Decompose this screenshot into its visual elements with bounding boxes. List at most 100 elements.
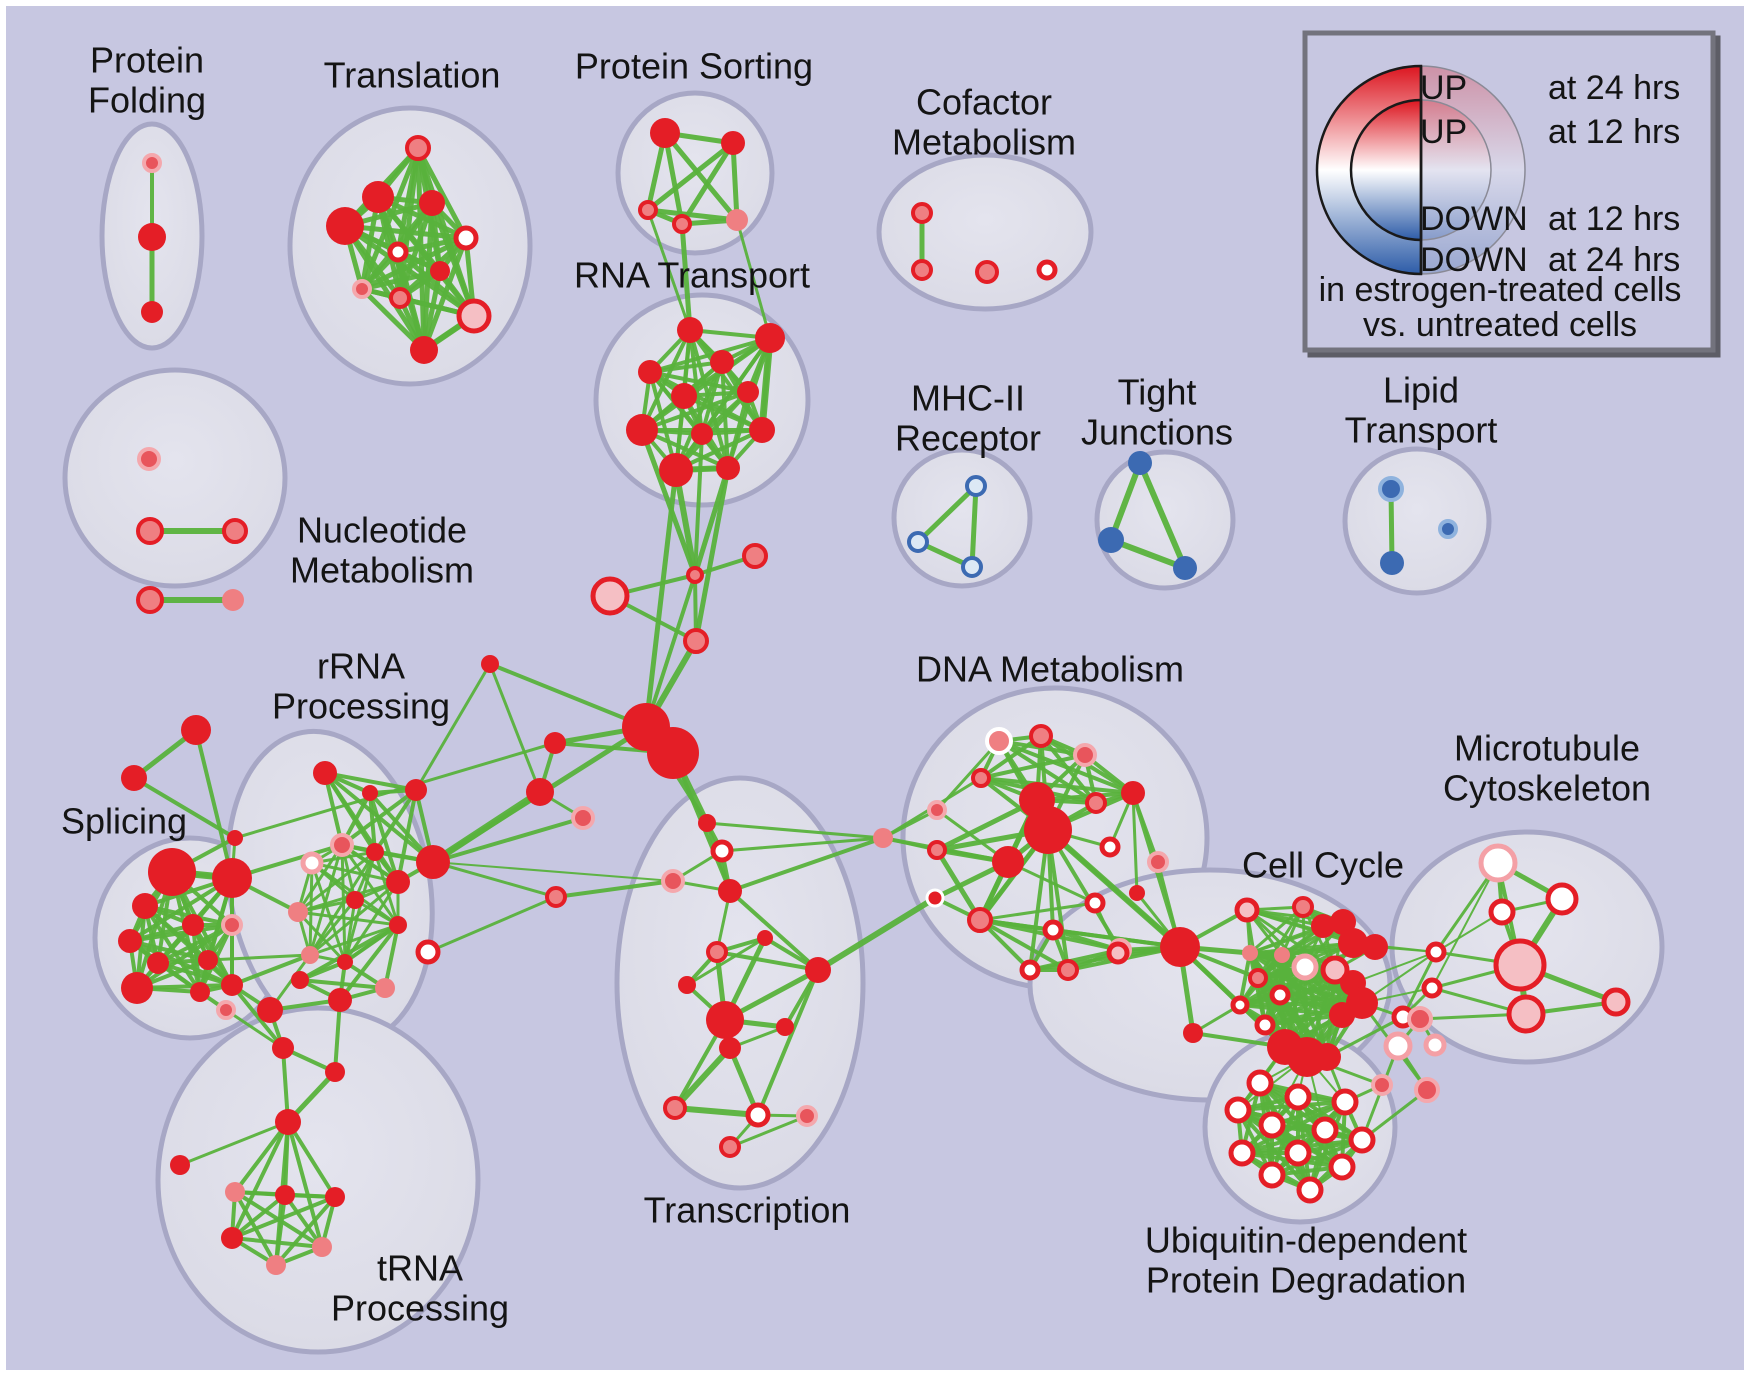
edge xyxy=(934,797,1040,853)
node-ps1 xyxy=(721,131,745,155)
node-mt4 xyxy=(1493,938,1547,992)
node-tr8 xyxy=(389,287,411,309)
node-rr10 xyxy=(389,916,407,934)
node-rr12 xyxy=(301,946,319,964)
cluster-label-nucleotide-metabolism: Metabolism xyxy=(290,550,474,591)
edge xyxy=(156,961,234,987)
edge xyxy=(340,843,400,927)
cluster-label-transcription: Transcription xyxy=(644,1190,851,1231)
node-tx10 xyxy=(719,1037,741,1059)
node-mt2 xyxy=(1488,898,1516,926)
node-ub0 xyxy=(1246,1069,1274,1097)
node-tn5 xyxy=(225,1182,245,1202)
node-cc17 xyxy=(1329,1002,1355,1028)
node-cc11 xyxy=(1248,968,1268,988)
node-rr0 xyxy=(313,761,337,785)
edge xyxy=(1325,1015,1405,1059)
legend-gradient-circle xyxy=(1349,98,1423,242)
node-lp0 xyxy=(1378,476,1404,502)
node-dm1 xyxy=(1029,724,1053,748)
node-tn6 xyxy=(275,1185,295,1205)
edge xyxy=(308,843,344,957)
cluster-label-mhc-ii-receptor: Receptor xyxy=(895,418,1041,459)
cluster-label-protein-sorting: Protein Sorting xyxy=(575,46,813,87)
edge xyxy=(1401,950,1438,1019)
edge xyxy=(230,1193,287,1240)
cluster-label-dna-metabolism: DNA Metabolism xyxy=(916,649,1184,690)
node-cc2 xyxy=(1292,896,1314,918)
node-dm16 xyxy=(1057,959,1079,981)
node-cf1 xyxy=(911,259,933,281)
edge xyxy=(1431,862,1499,989)
edge xyxy=(338,923,400,1002)
node-tr4 xyxy=(453,225,479,251)
edge xyxy=(672,1105,761,1118)
node-hb1 xyxy=(647,727,699,779)
edge xyxy=(488,662,648,729)
node-rr6 xyxy=(416,845,450,879)
edge xyxy=(645,140,736,213)
node-cc14 xyxy=(1254,1014,1276,1036)
cluster-mhc-ii-receptor xyxy=(891,447,1033,589)
node-cc24 xyxy=(1423,1033,1447,1057)
node-pf0 xyxy=(142,153,162,173)
node-tr7 xyxy=(352,279,372,299)
edge xyxy=(233,1120,290,1194)
edge xyxy=(915,483,979,545)
cluster-label-lipid-transport: Transport xyxy=(1345,410,1498,451)
node-tn4 xyxy=(170,1155,190,1175)
edge xyxy=(1108,537,1188,571)
node-cc6 xyxy=(1362,934,1388,960)
edge xyxy=(296,910,347,964)
node-cn0 xyxy=(686,566,704,584)
edge xyxy=(640,390,750,432)
node-nd0 xyxy=(481,655,499,673)
node-dm14 xyxy=(1042,919,1064,941)
node-tn3 xyxy=(275,1109,301,1135)
node-cn2 xyxy=(590,576,630,616)
node-rr15 xyxy=(328,988,352,1012)
edge xyxy=(1352,951,1437,984)
edge xyxy=(274,1195,337,1267)
node-rr17 xyxy=(291,971,309,989)
node-tr9 xyxy=(456,298,492,334)
node-rt2 xyxy=(638,360,662,384)
node-rr1 xyxy=(362,785,378,801)
edge xyxy=(429,200,477,319)
node-sp0 xyxy=(148,848,196,896)
cluster-cofactor-metabolism xyxy=(876,152,1094,312)
node-cc20 xyxy=(1313,1043,1341,1071)
node-tx8 xyxy=(706,1001,744,1039)
cluster-label-protein-folding: Folding xyxy=(88,80,206,121)
node-cc25 xyxy=(1106,941,1130,965)
node-rr11 xyxy=(415,939,441,965)
node-sp9 xyxy=(190,982,210,1002)
node-tx4 xyxy=(757,930,773,946)
node-mt6 xyxy=(1506,994,1546,1034)
cluster-label-cofactor-metabolism: Cofactor xyxy=(916,82,1052,123)
edge xyxy=(1360,1088,1429,1142)
cluster-label-splicing: Splicing xyxy=(61,801,187,842)
edge xyxy=(674,360,724,472)
edge xyxy=(178,1120,290,1167)
node-ub5 xyxy=(1311,1116,1339,1144)
edge xyxy=(730,140,740,223)
edge xyxy=(662,130,740,223)
legend-footer: in estrogen-treated cells xyxy=(1319,271,1682,309)
node-dm10 xyxy=(1099,836,1121,858)
node-cc9 xyxy=(1291,953,1319,981)
edge xyxy=(296,843,344,914)
node-ub2 xyxy=(1331,1088,1359,1116)
legend-row-direction: DOWN xyxy=(1420,200,1528,238)
node-tn2 xyxy=(325,1062,345,1082)
node-mt0 xyxy=(1478,843,1518,883)
edge xyxy=(979,776,1135,795)
cluster-label-ubiquitin-degradation: Ubiquitin-dependent xyxy=(1145,1220,1467,1261)
node-sp1 xyxy=(212,858,252,898)
node-cc12 xyxy=(1269,984,1291,1006)
edge xyxy=(979,753,1087,780)
cluster-label-microtubule-cytoskeleton: Cytoskeleton xyxy=(1443,768,1651,809)
edge xyxy=(646,208,692,332)
node-ub7 xyxy=(1228,1139,1256,1167)
node-dm3 xyxy=(971,768,991,788)
